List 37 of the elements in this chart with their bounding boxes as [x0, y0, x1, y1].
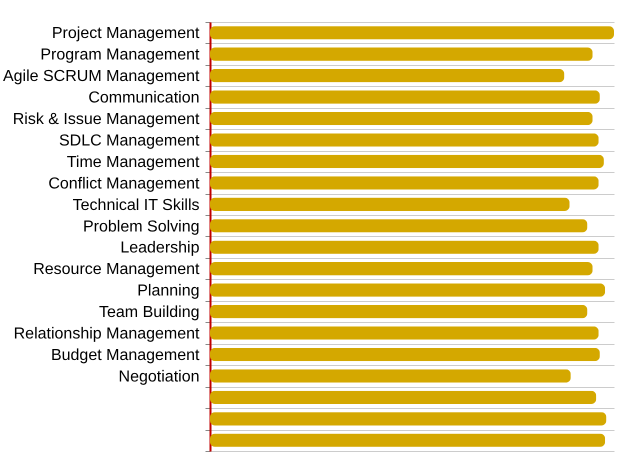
bar [210, 112, 593, 126]
bar [210, 434, 606, 447]
bar [210, 198, 570, 211]
y-tick-label: Problem Solving [83, 218, 200, 236]
bar [210, 348, 600, 362]
bar [210, 48, 593, 61]
bar [210, 283, 606, 297]
y-tick-label: Resource Management [33, 261, 200, 278]
bar [210, 412, 606, 426]
y-tick-label: Leadership [120, 240, 200, 257]
y-tick-label: Project Management [52, 25, 200, 42]
y-tick-label: Team Building [99, 304, 200, 322]
y-tick-label: Agile SCRUM Management [2, 68, 200, 86]
y-tick-label: Budget Management [50, 346, 200, 364]
y-tick-label: Relationship Management [14, 326, 200, 343]
bar [210, 240, 599, 254]
bar [210, 26, 614, 40]
y-tick-label: Program Management [40, 46, 200, 64]
bar [210, 154, 604, 168]
bar [210, 219, 588, 232]
y-tick-label: SDLC Management [58, 132, 200, 150]
bar [210, 326, 599, 340]
bar [210, 262, 593, 276]
y-tick-label: Technical IT Skills [72, 196, 200, 214]
y-tick-label: Planning [137, 282, 200, 300]
bar [210, 176, 599, 190]
bar [210, 369, 571, 383]
bar [210, 68, 564, 82]
bar [210, 390, 596, 404]
y-tick-label: Time Management [66, 154, 200, 171]
bar [210, 133, 599, 147]
y-tick-label: Risk & Issue Management [12, 111, 200, 128]
bar [210, 90, 600, 104]
y-tick-label: Communication [88, 90, 200, 107]
bar [210, 304, 588, 318]
y-tick-label: Negotiation [118, 368, 200, 386]
y-tick-label: Conflict Management [48, 175, 200, 192]
